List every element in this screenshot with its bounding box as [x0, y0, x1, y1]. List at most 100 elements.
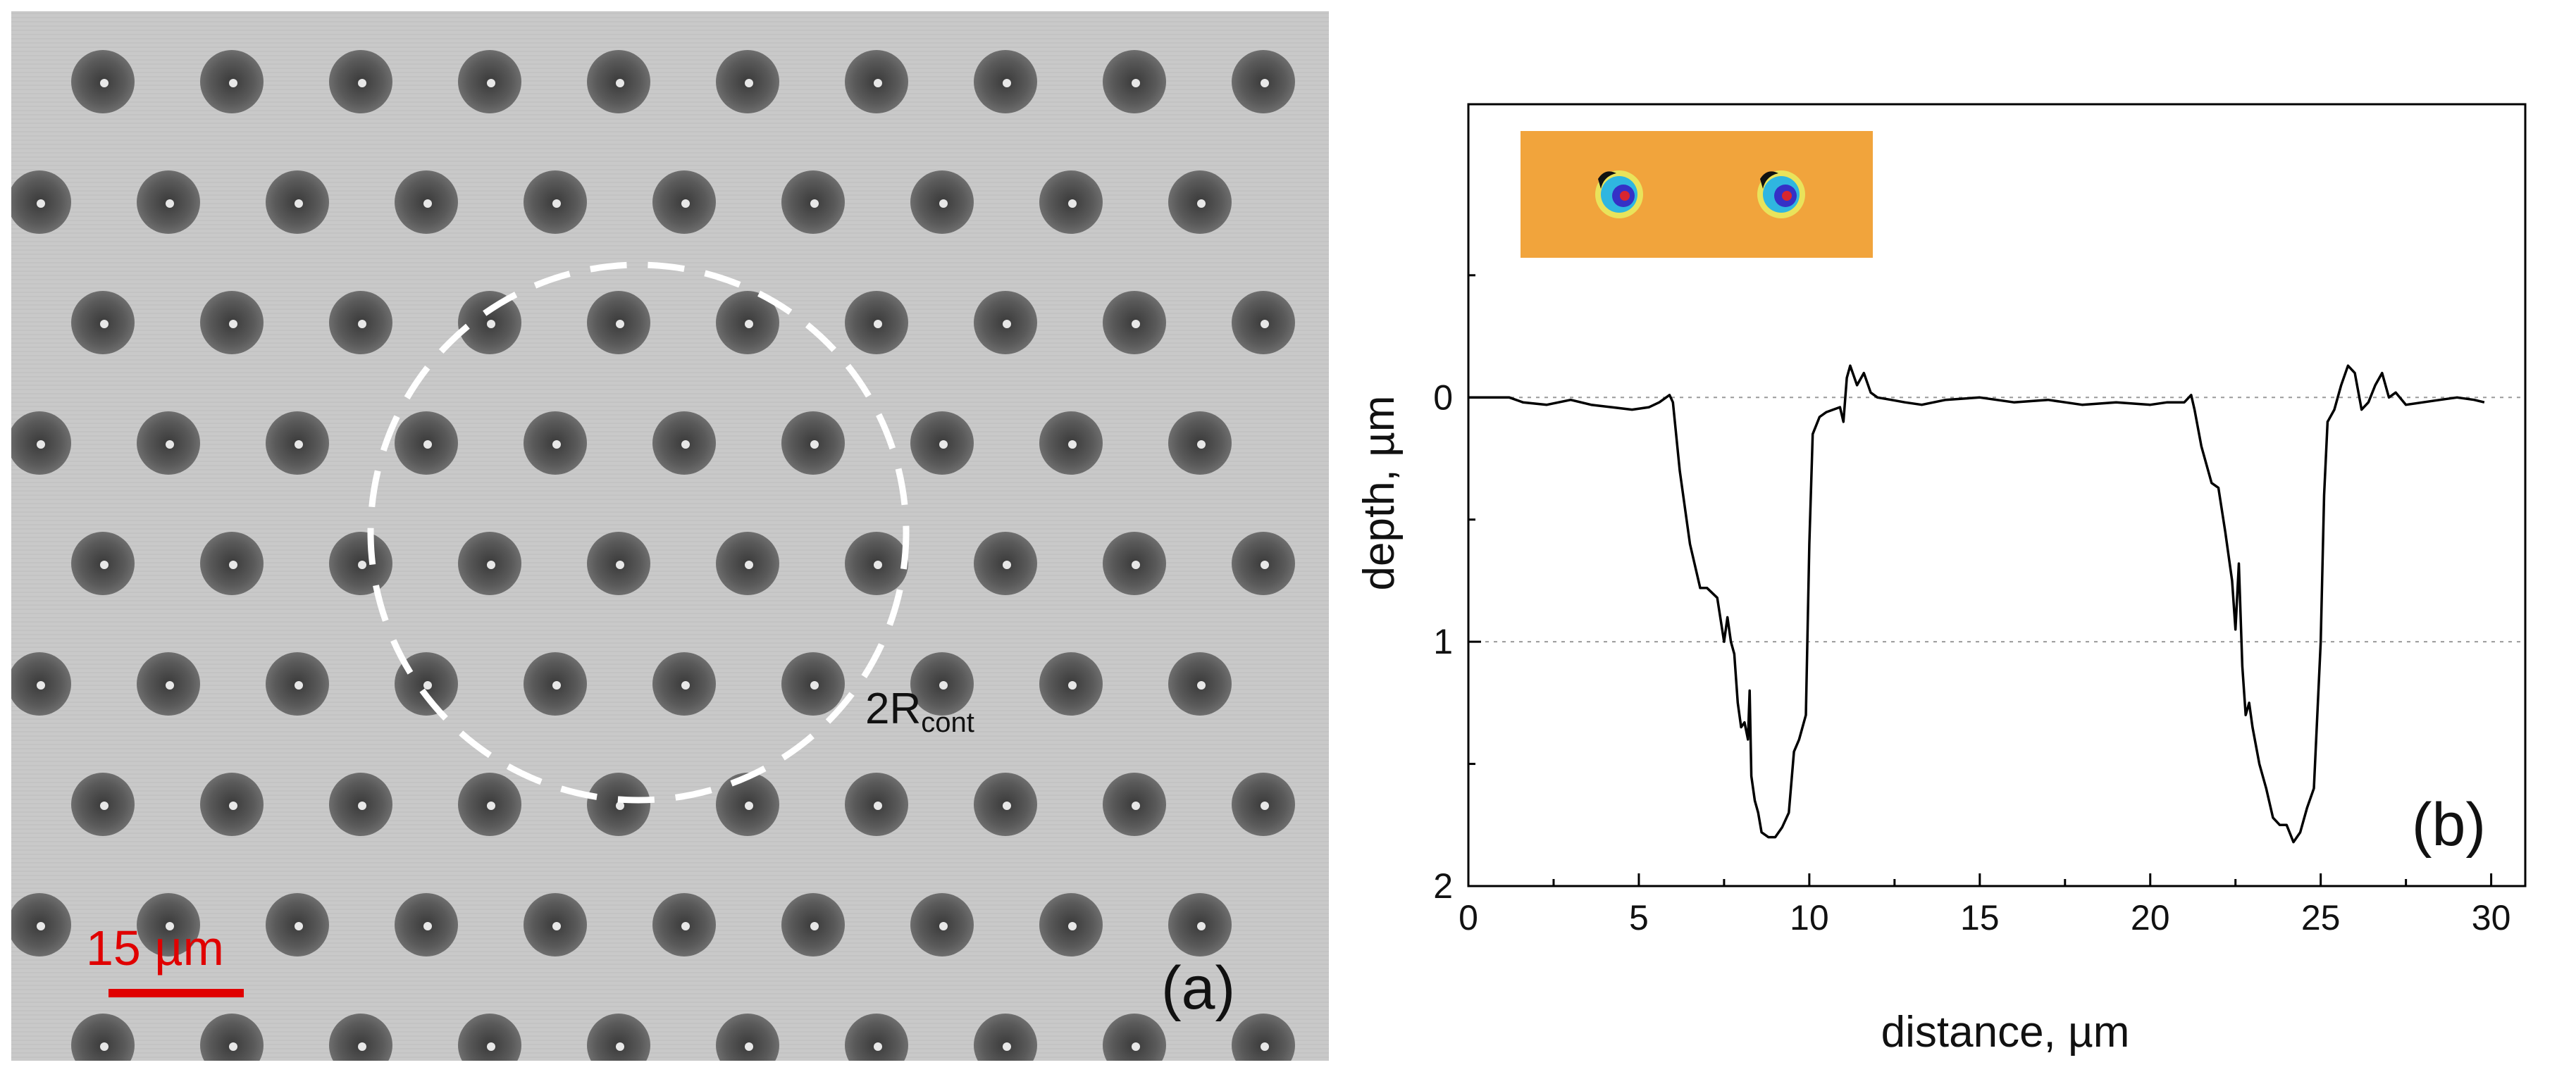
crater [587, 532, 650, 595]
inset-crater-right [1757, 170, 1805, 218]
crater [458, 532, 521, 595]
crater [1168, 411, 1232, 475]
crater [1232, 50, 1295, 113]
crater [974, 532, 1037, 595]
crater-lattice [11, 50, 1295, 1061]
inset-background [1521, 131, 1873, 258]
crater [1103, 50, 1166, 113]
crater [524, 652, 587, 716]
crater [652, 652, 716, 716]
crater [395, 893, 458, 956]
crater [71, 532, 135, 595]
crater [524, 893, 587, 956]
crater [1039, 411, 1103, 475]
crater [458, 773, 521, 836]
crater [1232, 291, 1295, 354]
crater [910, 411, 974, 475]
crater [1103, 773, 1166, 836]
crater [1168, 170, 1232, 234]
y-tick-label: 1 [1433, 622, 1453, 661]
crater [71, 773, 135, 836]
crater [1103, 1014, 1166, 1061]
crater [395, 411, 458, 475]
x-tick-label: 25 [2301, 898, 2341, 937]
crater [458, 291, 521, 354]
crater [781, 893, 845, 956]
crater [329, 773, 392, 836]
crater [652, 893, 716, 956]
crater [11, 652, 71, 716]
crater [974, 291, 1037, 354]
micrograph-image [11, 11, 1329, 1061]
crater [1039, 893, 1103, 956]
crater [716, 773, 779, 836]
inset-surface-map [1521, 131, 1873, 258]
crater [1168, 652, 1232, 716]
x-tick-label: 30 [2472, 898, 2511, 937]
crater [137, 652, 200, 716]
crater [974, 773, 1037, 836]
crater [1168, 893, 1232, 956]
depth-profile-chart: 0 5 10 15 20 25 30 0 1 2 distance, µm depth, µm (… [1355, 103, 2527, 1057]
crater [395, 170, 458, 234]
x-tick-label: 5 [1629, 898, 1649, 937]
crater [652, 170, 716, 234]
crater [1039, 652, 1103, 716]
y-axis-title: depth, µm [1355, 396, 1404, 591]
crater [1103, 532, 1166, 595]
crater [524, 170, 587, 234]
crater [1232, 773, 1295, 836]
crater [71, 50, 135, 113]
crater [137, 893, 200, 956]
inset-crater-left [1595, 170, 1643, 218]
crater [716, 291, 779, 354]
crater [974, 1014, 1037, 1061]
x-tick-label: 20 [2131, 898, 2170, 937]
crater [137, 170, 200, 234]
crater [71, 1014, 135, 1061]
crater [587, 50, 650, 113]
crater [11, 411, 71, 475]
crater [845, 532, 908, 595]
crater [200, 50, 264, 113]
crater [587, 291, 650, 354]
crater [524, 411, 587, 475]
crater [200, 1014, 264, 1061]
crater [266, 893, 329, 956]
crater [137, 411, 200, 475]
crater [652, 411, 716, 475]
crater [1232, 1014, 1295, 1061]
crater [845, 50, 908, 113]
x-tick-label: 0 [1459, 898, 1478, 937]
y-tick-label: 0 [1433, 378, 1453, 417]
crater [200, 532, 264, 595]
crater [781, 411, 845, 475]
circle-radius-label: 2Rcont [865, 685, 974, 738]
crater [329, 1014, 392, 1061]
crater [1039, 170, 1103, 234]
crater [329, 532, 392, 595]
chart-gridlines [1468, 397, 2525, 643]
crater [716, 1014, 779, 1061]
y-tick-label: 2 [1433, 866, 1453, 906]
crater [11, 893, 71, 956]
crater [1103, 291, 1166, 354]
crater [845, 773, 908, 836]
crater [266, 652, 329, 716]
crater [71, 291, 135, 354]
crater [716, 50, 779, 113]
crater [974, 50, 1037, 113]
panel-label-a: (a) [1161, 954, 1236, 1022]
crater [266, 170, 329, 234]
crater [845, 1014, 908, 1061]
depth-profile-line [1468, 364, 2485, 844]
crater [587, 1014, 650, 1061]
crater [845, 291, 908, 354]
crater [1232, 532, 1295, 595]
panel-label-b: (b) [2412, 791, 2486, 859]
crater [200, 773, 264, 836]
crater [910, 170, 974, 234]
crater [781, 170, 845, 234]
crater [458, 50, 521, 113]
x-axis-title: distance, µm [1881, 1008, 2130, 1057]
